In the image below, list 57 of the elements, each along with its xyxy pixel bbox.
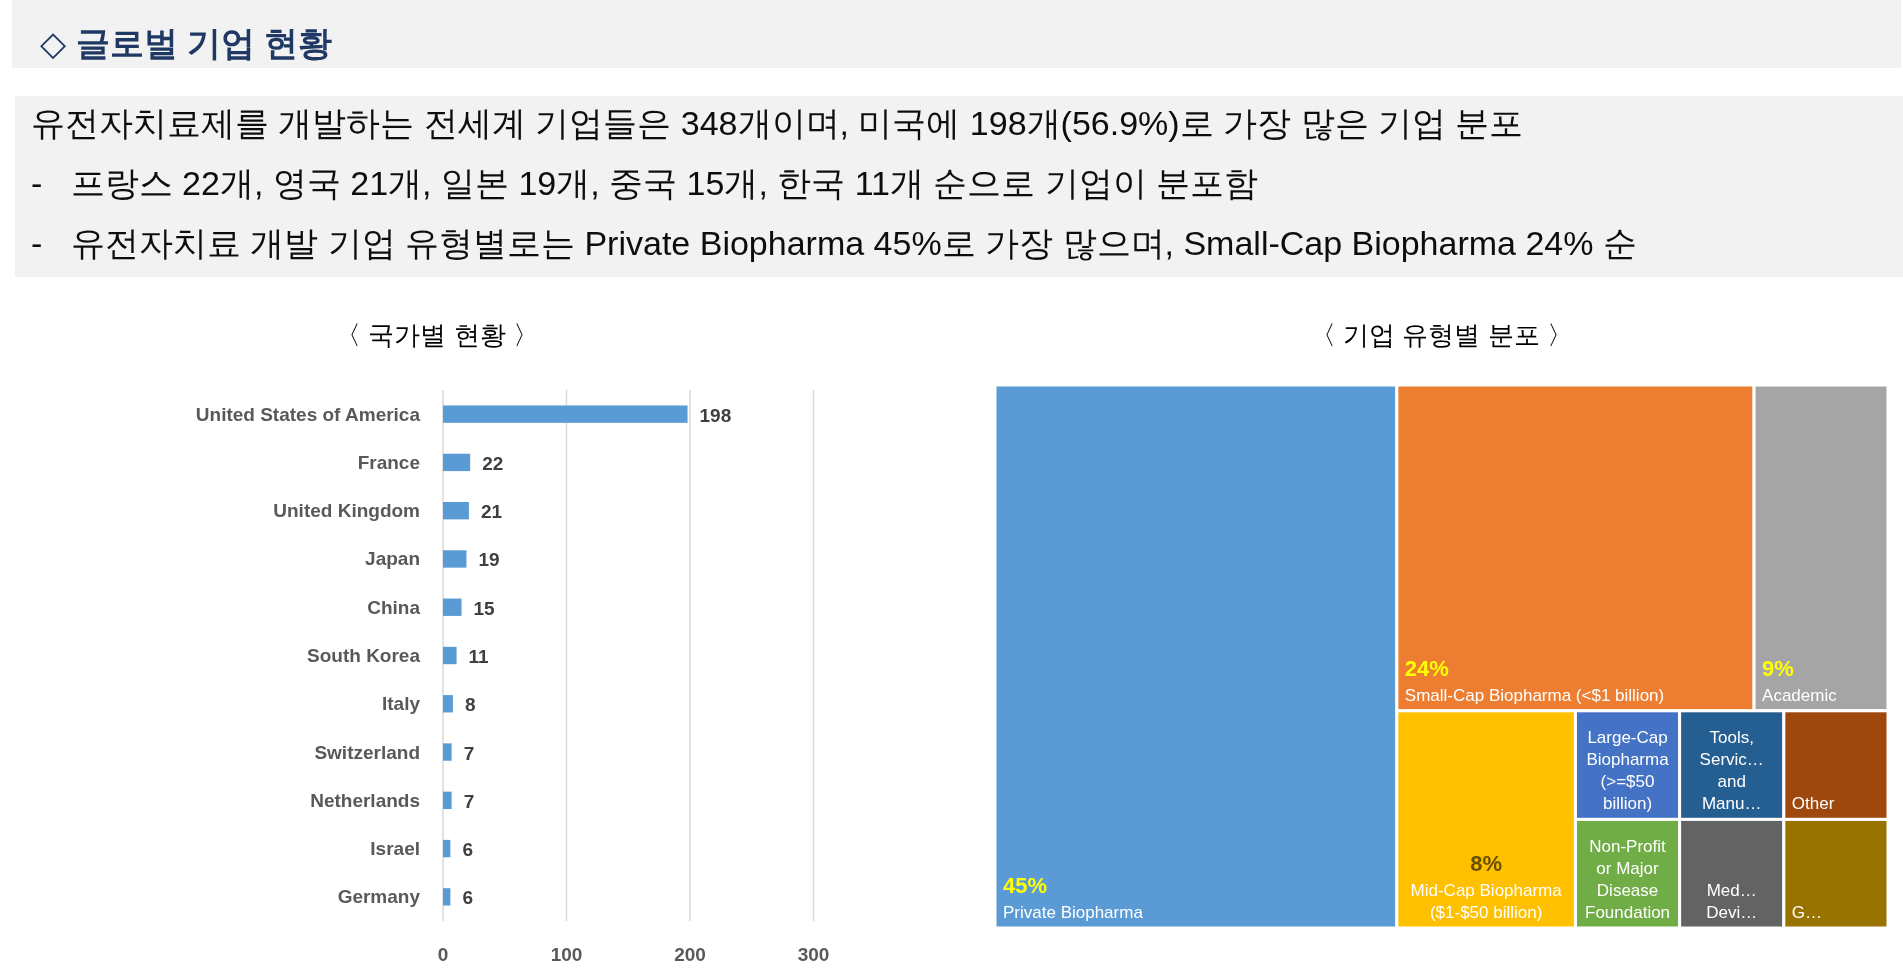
text: ◇ 글로벌 기업 현황 [40, 24, 333, 62]
y-tick-label: Germany [337, 886, 421, 908]
data-label: 7 [463, 790, 475, 812]
data-label: 21 [480, 501, 503, 523]
text: - 프랑스 22개, 영국 21개, 일본 19개, 중국 15개, 한국 11개 순으로 기업이 분포함 [31, 164, 1259, 202]
text: 〈 기업 유형별 분포 〉 [1310, 320, 1573, 350]
category-label: Non-Profit or Major Disease Foundation [1585, 837, 1671, 922]
data-label: 198 [699, 404, 732, 426]
bar [443, 598, 462, 616]
data-label: 7 [463, 742, 475, 764]
category-label: Large-Cap Biopharma (>=$50 billion) [1586, 728, 1670, 814]
category-label: Tools, Servic… and Manu… [1699, 728, 1764, 814]
y-tick-label: South Korea [307, 645, 421, 666]
chart-title: 〈 국가별 현황 〉 [335, 320, 539, 350]
bar [443, 791, 452, 810]
data-label: 8 [464, 694, 476, 716]
bar [443, 839, 451, 858]
y-tick-label: France [357, 451, 420, 473]
category-label: Other [1791, 794, 1835, 814]
category-label: Academic [1762, 685, 1838, 705]
text: - 유전자치료 개발 기업 유형별로는 Private Biopharma 45%로 가장 많으며, Small-Cap Biopharma 24% 순 [31, 224, 1637, 262]
y-tick-label: Italy [381, 693, 421, 715]
data-label: 45% [1003, 873, 1048, 898]
bar [443, 501, 469, 520]
bar [443, 453, 471, 472]
x-tick-label: 0 [437, 943, 449, 965]
data-label: 19 [478, 549, 500, 571]
category-label: Small-Cap Biopharma (<$1 billion) [1404, 685, 1665, 705]
data-label: 15 [473, 597, 496, 619]
data-label: 6 [462, 887, 473, 909]
y-tick-label: China [367, 596, 421, 618]
category-label: G… [1791, 903, 1823, 922]
bar [443, 646, 457, 665]
data-label: 9% [1762, 655, 1794, 681]
data-label: 11 [468, 646, 490, 667]
data-label: 8% [1470, 851, 1503, 876]
bar [443, 550, 467, 568]
data-label: 6 [462, 839, 473, 861]
data-label: 22 [482, 452, 504, 474]
y-tick-label: Netherlands [310, 789, 420, 811]
y-tick-label: Switzerland [314, 741, 420, 763]
x-tick-label: 100 [550, 943, 583, 965]
data-label: 24% [1404, 655, 1449, 681]
category-label: Mid-Cap Biopharma ($1-$50 billion) [1410, 881, 1563, 922]
text: 유전자치료제를 개발하는 전세계 기업들은 348개이며, 미국에 198개(56.9%)로 가장 많은 기업 분포 [31, 104, 1524, 142]
y-tick-label: United States of America [195, 403, 421, 425]
bar [443, 888, 451, 906]
category-label: Private Biopharma [1003, 903, 1144, 922]
bar [443, 743, 452, 761]
y-tick-label: United Kingdom [273, 500, 420, 522]
x-tick-label: 300 [797, 943, 830, 965]
y-tick-label: Israel [370, 838, 420, 860]
bar [443, 405, 688, 423]
y-tick-label: Japan [365, 548, 420, 570]
x-tick-label: 200 [674, 943, 706, 965]
bar [443, 695, 453, 713]
category-label: Med… Devi… [1706, 881, 1758, 922]
